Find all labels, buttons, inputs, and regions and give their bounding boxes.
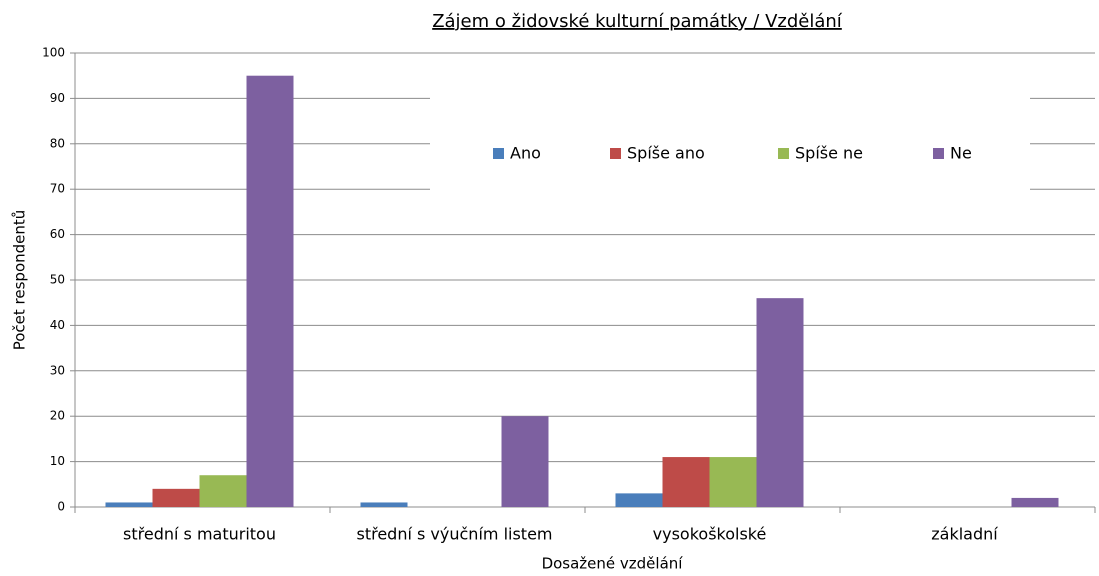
legend-box (430, 97, 1030, 190)
legend-swatch (610, 148, 621, 159)
x-tick-label: základní (931, 525, 998, 544)
bar (709, 457, 757, 507)
y-tick-label: 10 (50, 454, 65, 468)
bar (662, 457, 710, 507)
legend-label: Spíše ne (795, 144, 863, 163)
bar (501, 416, 549, 507)
y-tick-label: 40 (50, 318, 65, 332)
y-tick-label: 60 (50, 227, 65, 241)
y-tick-label: 0 (57, 500, 65, 514)
legend-swatch (778, 148, 789, 159)
bar (756, 298, 804, 507)
y-tick-label: 30 (50, 363, 65, 377)
x-tick-label: střední s výučním listem (357, 525, 553, 544)
legend-label: Spíše ano (627, 144, 705, 163)
x-tick-label: střední s maturitou (123, 525, 276, 544)
y-tick-label: 70 (50, 182, 65, 196)
bar (152, 488, 200, 507)
y-tick-label: 80 (50, 136, 65, 150)
bar (246, 75, 294, 507)
bar (199, 475, 247, 507)
chart-title: Zájem o židovské kulturní památky / Vzdě… (432, 11, 843, 32)
x-axis-title: Dosažené vzdělání (542, 555, 684, 573)
y-tick-label: 20 (50, 409, 65, 423)
legend-label: Ne (950, 144, 972, 163)
legend-swatch (493, 148, 504, 159)
y-axis-title: Počet respondentů (11, 210, 29, 351)
bar (360, 502, 408, 507)
bar (1011, 497, 1059, 507)
legend-label: Ano (510, 144, 541, 163)
bar (105, 502, 153, 507)
y-tick-label: 50 (50, 273, 65, 287)
y-tick-label: 90 (50, 91, 65, 105)
legend-swatch (933, 148, 944, 159)
x-tick-label: vysokoškolské (653, 525, 767, 544)
bar (615, 493, 663, 507)
y-tick-label: 100 (42, 46, 65, 60)
